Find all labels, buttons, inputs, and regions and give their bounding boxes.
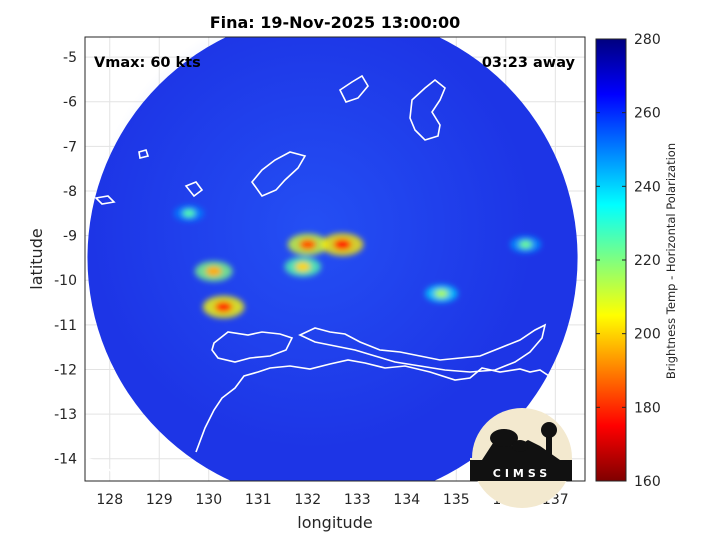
swath-shading [92,37,534,449]
x-tick-label: 131 [245,492,272,508]
feature-core [519,240,533,249]
feature-core [214,301,233,313]
brightness-features [174,205,541,319]
y-tick-label: -6 [63,95,77,111]
colorbar-tick-label: 260 [634,106,661,122]
coastline-island-east [409,78,446,141]
colorbar-tick-label: 180 [634,400,661,416]
x-axis-label: longitude [297,513,372,532]
x-tick-label: 134 [393,492,420,508]
colorbar-tick-label: 220 [634,253,661,269]
coastline-island-west3 [138,149,150,159]
x-tick-label: 135 [443,492,470,508]
y-tick-label: -14 [54,452,77,468]
feature-core [333,238,352,251]
heatmap-layer [85,37,585,481]
coastlines [85,39,585,481]
colorbar-tick-label: 280 [634,32,661,48]
colorbar-label: Brightness Temp - Horizontal Polarizatio… [664,143,678,379]
colorbar-tick-label: 240 [634,179,661,195]
y-tick-label: -11 [54,318,77,334]
colorbar-tick-label: 160 [634,474,661,490]
vmax-annotation: Vmax: 60 kts [94,55,201,71]
feature-core [295,261,311,272]
coastline-island-west1 [184,181,204,198]
y-tick-label: -7 [63,139,77,155]
y-tick-labels: -5 -6 -7 -8 -9 -10 -11 -12 -13 -14 [54,50,77,468]
feature-core [182,209,196,218]
x-tick-label: 132 [294,492,321,508]
y-tick-label: -13 [54,407,77,423]
coastline-gulf [211,331,294,363]
y-tick-label: -9 [63,229,77,245]
x-tick-label: 129 [146,492,173,508]
y-tick-label: -12 [54,362,77,378]
coastline-south [195,359,553,453]
y-tick-label: -5 [63,50,77,66]
axes-frame [84,36,586,482]
y-tick-label: -8 [63,184,77,200]
feature-core [434,289,449,298]
coastline-islands-north [250,151,307,197]
coastline-island-west2 [94,195,116,205]
coastline-outside-sw [85,457,119,481]
colorbar-tick-labels: 280 260 240 220 200 180 160 [596,32,661,490]
y-axis-label: latitude [27,228,46,289]
y-tick-label: -10 [54,273,77,289]
coastline-island-ne [338,74,369,103]
colorbar-tick-label: 200 [634,327,661,343]
feature-core [299,239,317,250]
colorbar [595,38,627,482]
logo-text: CIMSS [493,467,551,480]
chart-title: Fina: 19-Nov-2025 13:00:00 [210,13,461,32]
x-tick-label: 133 [344,492,371,508]
x-tick-label: 130 [195,492,222,508]
time-away-annotation: 03:23 away [482,55,576,71]
x-tick-label: 128 [96,492,123,508]
feature-core [205,266,222,277]
coastline-peninsula [298,323,547,373]
coastline-outside-ne [507,39,585,71]
cimss-logo: CIMSS [470,408,572,508]
